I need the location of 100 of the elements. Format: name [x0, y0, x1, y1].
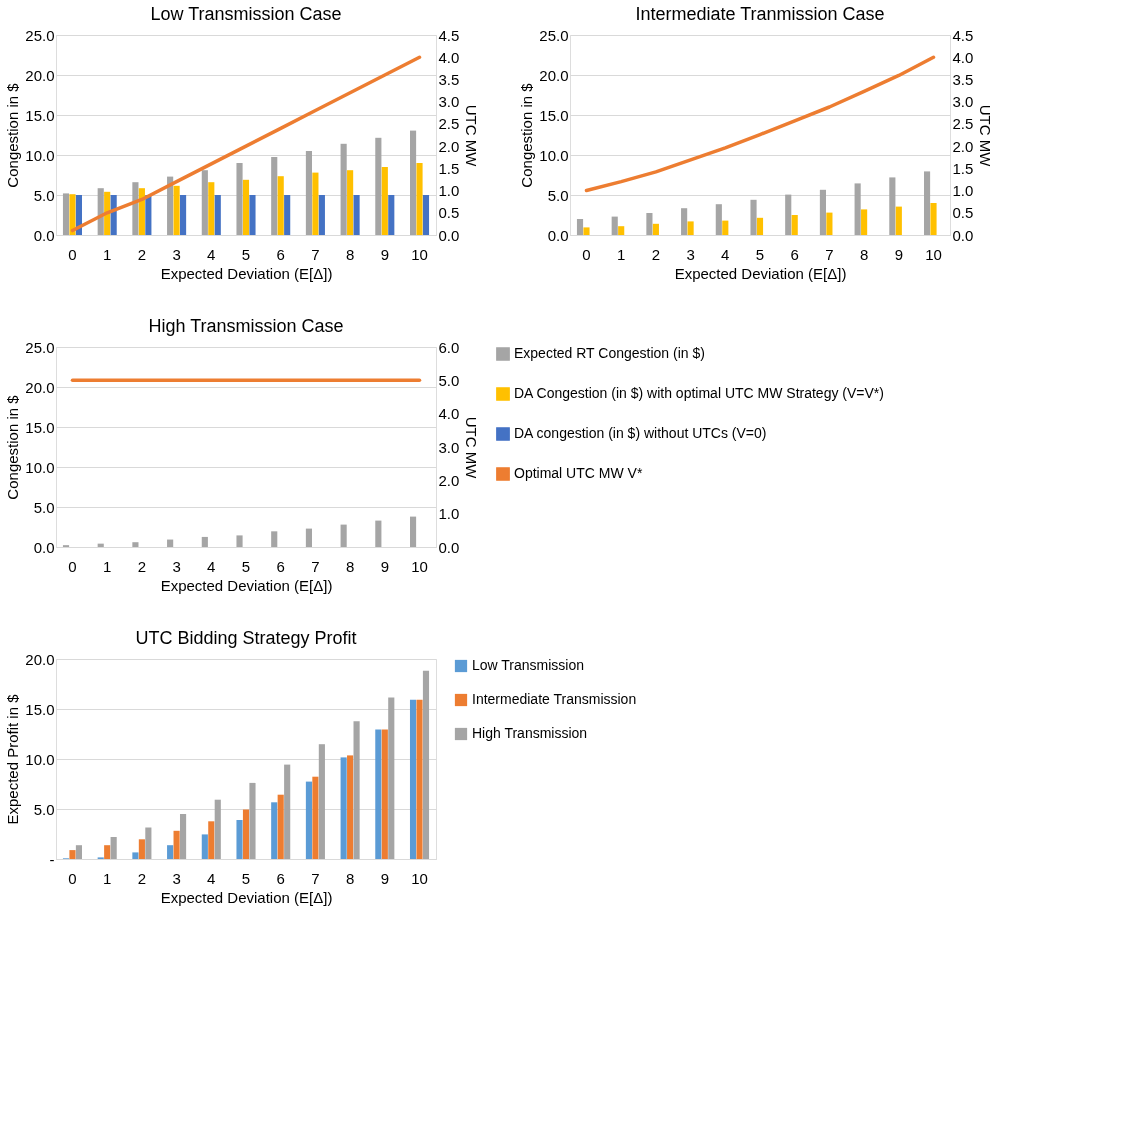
bar	[930, 203, 937, 235]
bar	[138, 839, 145, 859]
bar	[340, 524, 347, 547]
y-tick-label: 25.0	[25, 26, 55, 44]
y-tick-label: 5.0	[33, 498, 55, 516]
bar	[791, 215, 798, 235]
x-tick-label: 10	[411, 557, 428, 575]
y-tick-label: 20.0	[25, 650, 55, 668]
bar	[409, 130, 417, 235]
x-tick-label: 4	[207, 869, 216, 887]
bar	[353, 721, 360, 859]
bar	[388, 697, 395, 859]
x-tick-label: 6	[790, 245, 799, 263]
bar	[284, 764, 291, 859]
x-tick-label: 1	[103, 245, 112, 263]
bar	[715, 204, 722, 235]
y-tick-label: 15.0	[539, 106, 569, 124]
bar	[416, 699, 423, 859]
bar	[242, 809, 250, 859]
bar	[214, 195, 221, 235]
x-tick-label: 10	[411, 869, 428, 887]
y2-tick-label: 3.0	[438, 93, 460, 111]
bar	[167, 539, 174, 547]
x-tick-label: 7	[311, 869, 320, 887]
legend-label: DA congestion (in $) without UTCs (V=0)	[514, 425, 767, 441]
chart-title: UTC Bidding Strategy Profit	[135, 628, 357, 648]
y2-tick-label: 3.5	[952, 70, 974, 88]
bar	[318, 744, 325, 859]
bar	[236, 163, 243, 235]
y2-tick-label: 3.5	[438, 70, 460, 88]
bar	[618, 226, 625, 235]
bar	[923, 171, 931, 235]
bar	[305, 781, 313, 859]
bar	[889, 177, 896, 235]
bar	[312, 776, 319, 859]
bar	[201, 834, 208, 859]
bar	[750, 199, 757, 235]
x-tick-label: 5	[241, 869, 251, 887]
bar	[388, 195, 395, 235]
y2-tick-label: 0.0	[438, 538, 460, 556]
bar	[861, 209, 868, 235]
y2-tick-label: 4.5	[952, 26, 974, 44]
bar	[249, 195, 256, 235]
x-tick-label: 7	[825, 245, 834, 263]
y2-tick-label: 1.5	[438, 159, 460, 177]
bar	[819, 189, 827, 235]
x-axis-title: Expected Deviation (E[Δ])	[160, 888, 333, 906]
bar	[381, 167, 388, 235]
x-tick-label: 4	[207, 557, 216, 575]
bar	[75, 845, 83, 859]
bar	[214, 799, 221, 859]
x-axis-title: Expected Deviation (E[Δ])	[160, 264, 333, 282]
x-tick-label: 9	[380, 869, 389, 887]
y-axis-title: Expected Profit in $	[4, 693, 22, 825]
bar	[381, 729, 388, 859]
x-tick-label: 3	[686, 245, 695, 263]
legend-label: Optimal UTC MW V*	[514, 465, 643, 481]
x-tick-label: 9	[894, 245, 903, 263]
x-tick-label: 4	[721, 245, 730, 263]
x-tick-label: 3	[172, 245, 181, 263]
bar	[375, 520, 382, 547]
x-tick-label: 10	[411, 245, 428, 263]
bar	[271, 802, 278, 859]
bar	[583, 227, 590, 235]
x-tick-label: 9	[380, 557, 389, 575]
line-series	[584, 55, 936, 193]
bar	[681, 208, 688, 235]
bar	[305, 151, 313, 235]
y-tick-label: 20.0	[25, 66, 55, 84]
x-tick-label: 7	[311, 557, 320, 575]
y2-axis-title: UTC MW	[977, 104, 995, 168]
bar	[173, 830, 180, 859]
y2-tick-label: 1.0	[438, 182, 460, 200]
y2-tick-label: 2.0	[438, 137, 460, 155]
x-tick-label: 3	[172, 557, 181, 575]
bar	[110, 837, 117, 859]
legend-label: Low Transmission	[472, 657, 585, 673]
y2-tick-label: 1.0	[438, 505, 460, 523]
x-tick-label: 6	[276, 557, 285, 575]
bar	[409, 516, 417, 547]
bar	[375, 729, 382, 859]
y2-tick-label: 0.5	[438, 204, 460, 222]
y2-tick-label: 1.5	[952, 159, 974, 177]
x-tick-label: 8	[859, 245, 869, 263]
bar	[347, 755, 354, 859]
y2-axis-title: UTC MW	[463, 104, 481, 168]
y-tick-label: 5.0	[33, 800, 55, 818]
bar	[173, 185, 180, 235]
bar	[179, 195, 187, 235]
x-tick-label: 8	[345, 557, 355, 575]
bar	[340, 143, 347, 235]
bar	[167, 176, 174, 235]
y-tick-label: 10.0	[25, 750, 55, 768]
y2-tick-label: 2.5	[952, 115, 974, 133]
bar	[340, 757, 347, 859]
x-tick-label: 0	[68, 869, 77, 887]
bar	[756, 217, 764, 235]
y2-tick-label: 0.5	[952, 204, 974, 222]
y-tick-label: 15.0	[25, 418, 55, 436]
bar	[785, 194, 792, 235]
